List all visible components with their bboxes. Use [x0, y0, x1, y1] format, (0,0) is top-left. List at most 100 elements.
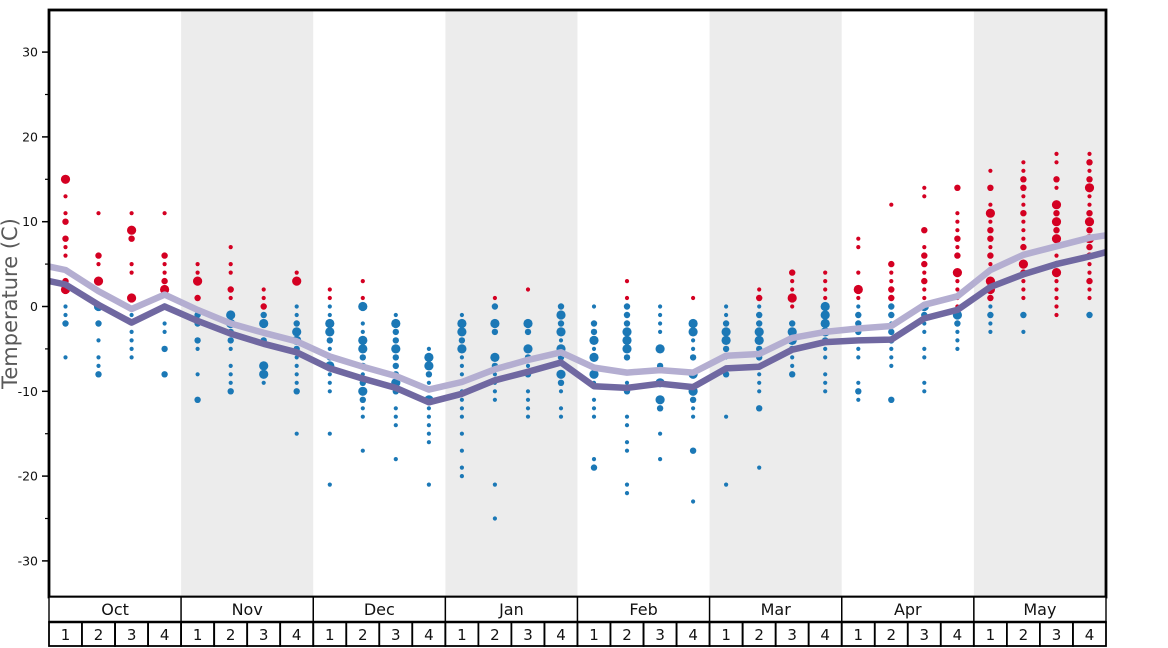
min-temp-dot — [655, 344, 665, 354]
max-temp-dot — [228, 295, 233, 301]
month-cell — [312, 596, 447, 623]
min-temp-dot — [393, 423, 398, 428]
month-cell — [841, 596, 975, 623]
min-temp-dot — [623, 354, 631, 361]
max-temp-dot — [856, 295, 861, 301]
week-label: 1 — [721, 626, 731, 644]
max-temp-dot — [1021, 160, 1026, 165]
max-temp-dot — [955, 287, 960, 292]
max-temp-dot — [955, 219, 960, 224]
min-temp-dot — [789, 371, 796, 378]
max-temp-dot — [988, 202, 993, 207]
max-temp-dot — [624, 279, 630, 284]
min-temp-dot — [426, 380, 431, 385]
min-temp-dot — [855, 311, 862, 319]
min-temp-dot — [888, 328, 895, 336]
min-temp-dot — [129, 338, 134, 343]
min-temp-dot — [228, 346, 233, 351]
max-temp-dot — [921, 227, 928, 234]
min-temp-dot — [162, 321, 167, 326]
average-max-line — [48, 232, 1107, 393]
max-temp-dot — [823, 279, 828, 284]
week-label: 1 — [457, 626, 467, 644]
max-temp-dot — [161, 252, 168, 259]
max-temp-dot — [1021, 228, 1026, 233]
y-tick-label: 30 — [22, 45, 38, 60]
max-temp-dot — [921, 277, 928, 285]
week-label: 2 — [94, 626, 104, 644]
max-temp-dot — [1087, 168, 1092, 173]
max-temp-dot — [525, 287, 531, 292]
min-temp-dot — [96, 355, 101, 360]
min-temp-dot — [426, 431, 431, 436]
min-temp-dot — [955, 338, 960, 343]
week-label: 3 — [920, 626, 930, 644]
y-axis-title: Temperature (C) — [0, 218, 22, 390]
min-temp-dot — [360, 321, 365, 326]
min-temp-dot — [327, 380, 332, 385]
min-temp-dot — [457, 327, 467, 337]
max-temp-dot — [1051, 217, 1062, 227]
min-temp-dot — [392, 328, 399, 336]
week-cell — [741, 621, 777, 647]
max-temp-dot — [93, 276, 104, 286]
min-temp-dot — [492, 372, 497, 377]
max-temp-dot — [1087, 202, 1092, 207]
min-temp-dot — [591, 457, 597, 462]
min-temp-dot — [756, 320, 763, 327]
min-temp-dot — [261, 380, 266, 385]
min-temp-dot — [556, 327, 566, 337]
max-temp-dot — [856, 245, 861, 250]
week-label: 1 — [854, 626, 864, 644]
month-band-may — [973, 10, 1106, 597]
min-temp-dot — [492, 397, 497, 402]
min-temp-dot — [756, 311, 763, 319]
min-temp-dot — [589, 369, 599, 379]
y-tick-label: -10 — [18, 384, 38, 399]
week-label: 3 — [127, 626, 137, 644]
max-temp-dot — [1087, 262, 1092, 267]
month-label: Apr — [894, 600, 922, 619]
max-temp-dot — [988, 245, 993, 250]
min-temp-dot — [688, 318, 698, 329]
min-temp-dot — [988, 321, 993, 326]
month-label: May — [1023, 600, 1056, 619]
week-label: 1 — [325, 626, 335, 644]
min-temp-dot — [293, 388, 300, 395]
max-temp-dot — [1021, 202, 1026, 207]
min-temp-dot — [658, 312, 663, 318]
min-temp-dot — [823, 372, 828, 377]
max-temp-dot — [1084, 217, 1095, 227]
min-temp-dot — [691, 338, 696, 343]
min-temp-dot — [459, 431, 464, 436]
max-temp-dot — [1054, 287, 1059, 292]
month-label: Dec — [364, 600, 395, 619]
month-band-jan — [445, 10, 578, 597]
min-temp-dot — [1021, 329, 1026, 334]
min-temp-dot — [325, 318, 335, 329]
min-temp-dot — [426, 482, 431, 487]
max-temp-dot — [129, 211, 134, 216]
max-temp-dot — [327, 287, 332, 292]
max-temp-dot — [922, 185, 927, 190]
min-temp-dot — [393, 406, 398, 411]
min-temp-dot — [228, 363, 233, 368]
week-label: 2 — [490, 626, 500, 644]
max-temp-dot — [162, 211, 167, 216]
min-temp-dot — [624, 414, 630, 419]
max-temp-dot — [1020, 243, 1027, 251]
max-temp-dot — [161, 277, 168, 285]
min-temp-dot — [162, 329, 167, 334]
max-temp-dot — [260, 303, 267, 310]
week-label: 3 — [523, 626, 533, 644]
max-temp-dot — [790, 279, 795, 284]
min-temp-dot — [756, 405, 763, 412]
min-temp-dot — [556, 310, 566, 320]
min-temp-dot — [856, 397, 861, 402]
min-temp-dot — [63, 304, 68, 309]
max-temp-dot — [888, 286, 895, 293]
week-label: 3 — [391, 626, 401, 644]
week-label: 1 — [589, 626, 599, 644]
min-temp-dot — [259, 361, 269, 371]
